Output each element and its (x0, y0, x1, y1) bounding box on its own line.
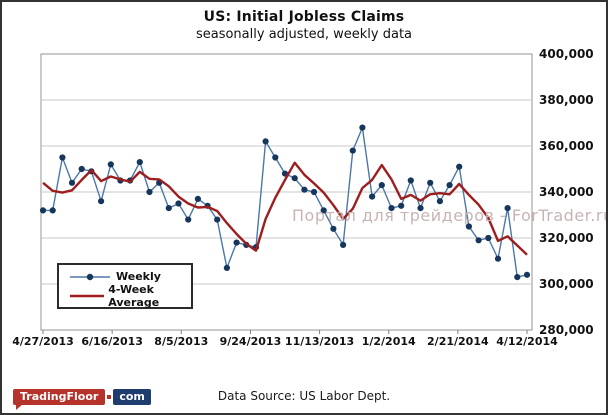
data-point (330, 225, 337, 232)
data-point (301, 186, 308, 193)
x-axis-label: 9/24/2013 (219, 335, 282, 348)
data-point (272, 154, 279, 161)
data-point (456, 163, 463, 170)
data-point (262, 138, 269, 145)
x-axis-label: 2/21/2014 (427, 335, 489, 348)
data-point (136, 159, 143, 166)
data-point (310, 188, 318, 196)
data-point (417, 205, 424, 212)
y-axis-label: 400,000 (539, 47, 594, 61)
legend-label-weekly: Weekly (116, 270, 161, 283)
series-line-weekly (43, 126, 528, 278)
logo-secondary-box: com (113, 389, 151, 405)
data-point (446, 182, 453, 189)
data-point (485, 234, 492, 242)
data-point (436, 198, 443, 205)
logo-speech-tail (16, 404, 23, 410)
data-point (98, 198, 105, 205)
plot-border (40, 53, 533, 331)
data-point (185, 216, 192, 223)
data-point (194, 195, 201, 202)
y-axis-label: 340,000 (539, 185, 594, 199)
data-point (39, 207, 47, 214)
weekly-line-swatch (70, 273, 110, 280)
data-point (378, 182, 385, 189)
data-point (78, 165, 85, 173)
data-point (388, 205, 395, 212)
data-point (427, 179, 434, 186)
logo-primary-text: TradingFloor (20, 390, 99, 403)
legend: Weekly 4-Week Average (57, 263, 193, 309)
y-axis-label: 380,000 (539, 93, 594, 107)
data-point (494, 255, 502, 262)
legend-item-weekly: Weekly (68, 269, 191, 285)
data-point (233, 239, 240, 246)
data-source-caption: Data Source: US Labor Dept. (217, 389, 391, 403)
x-axis-label: 6/16/2013 (81, 335, 143, 348)
4-week-average-line-swatch (70, 294, 105, 297)
y-axis-label: 300,000 (539, 277, 594, 291)
data-point (165, 205, 172, 212)
data-point (291, 175, 298, 182)
series-line-4-week-average (42, 161, 528, 256)
data-point (349, 147, 356, 154)
y-axis-label: 280,000 (539, 323, 594, 337)
y-axis-label: 360,000 (539, 139, 594, 153)
data-point (49, 207, 56, 214)
data-point (223, 264, 230, 271)
data-point (407, 177, 414, 184)
data-point (504, 205, 511, 212)
data-point (514, 274, 521, 281)
data-point (340, 241, 347, 248)
chart-subtitle: seasonally adjusted, weekly data (195, 27, 413, 42)
x-axis-label: 11/13/2013 (284, 335, 355, 348)
data-point (320, 207, 327, 214)
y-axis-label: 320,000 (539, 231, 594, 245)
data-point (359, 124, 366, 131)
x-axis-label: 4/27/2013 (12, 335, 74, 348)
data-point (175, 200, 182, 207)
data-point (369, 193, 376, 200)
data-point (398, 202, 405, 209)
data-point (523, 271, 531, 278)
data-point (107, 161, 114, 168)
x-axis-label: 8/5/2013 (154, 335, 209, 348)
data-point (68, 179, 76, 186)
logo-dot (107, 395, 112, 399)
x-axis-label: 1/2/2014 (361, 335, 416, 348)
tradingfloor-logo: TradingFloor com (13, 389, 151, 410)
legend-item-4-week-average: 4-Week Average (68, 283, 191, 309)
legend-label-4-week-average: 4-Week Average (108, 282, 160, 309)
logo-primary-box: TradingFloor (13, 389, 106, 410)
data-point (214, 216, 221, 223)
chart-title: US: Initial Jobless Claims (203, 9, 405, 25)
data-point (475, 237, 482, 244)
data-point (59, 154, 66, 161)
data-point (465, 223, 472, 230)
x-axis-label: 4/12/2014 (496, 335, 558, 348)
data-point (146, 188, 153, 196)
